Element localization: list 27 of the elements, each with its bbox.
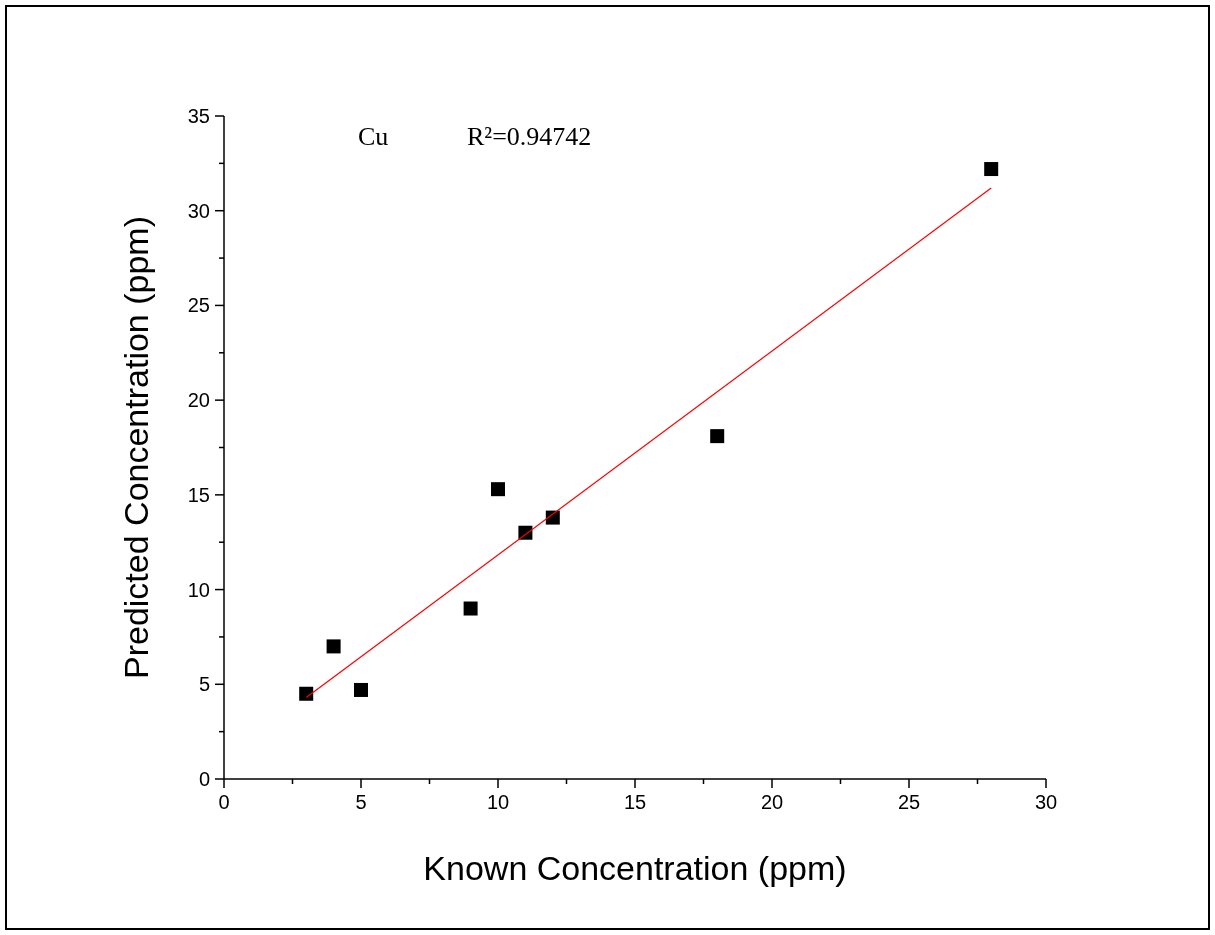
point — [984, 162, 999, 177]
y-tick-label: 30 — [187, 199, 210, 222]
point — [710, 429, 725, 444]
x-tick-label: 5 — [355, 791, 367, 813]
point — [463, 601, 478, 616]
x-tick-label: 0 — [218, 791, 230, 813]
y-tick-label: 15 — [187, 483, 210, 506]
annotation: R²=0.94742 — [467, 122, 592, 151]
y-axis-title: Predicted Concentration (ppm) — [117, 215, 155, 680]
y-tick-label: 0 — [198, 768, 210, 790]
x-tick-label: 15 — [623, 791, 647, 813]
y-tick-label: 20 — [187, 389, 210, 412]
x-axis-title: Known Concentration (ppm) — [423, 849, 847, 887]
point — [545, 510, 560, 525]
point — [299, 686, 314, 701]
y-tick-label: 25 — [187, 294, 210, 317]
y-tick-label: 5 — [198, 673, 210, 696]
point — [354, 682, 368, 697]
x-tick-label: 20 — [760, 791, 784, 813]
y-tick-label: 10 — [187, 578, 210, 601]
x-tick-label: 10 — [486, 791, 510, 813]
annotation: Cu — [358, 122, 389, 151]
y-tick-label: 35 — [187, 105, 210, 127]
x-tick-label: 30 — [1034, 791, 1058, 813]
x-tick-label: 25 — [897, 791, 921, 813]
point — [491, 482, 505, 497]
point — [326, 639, 341, 654]
